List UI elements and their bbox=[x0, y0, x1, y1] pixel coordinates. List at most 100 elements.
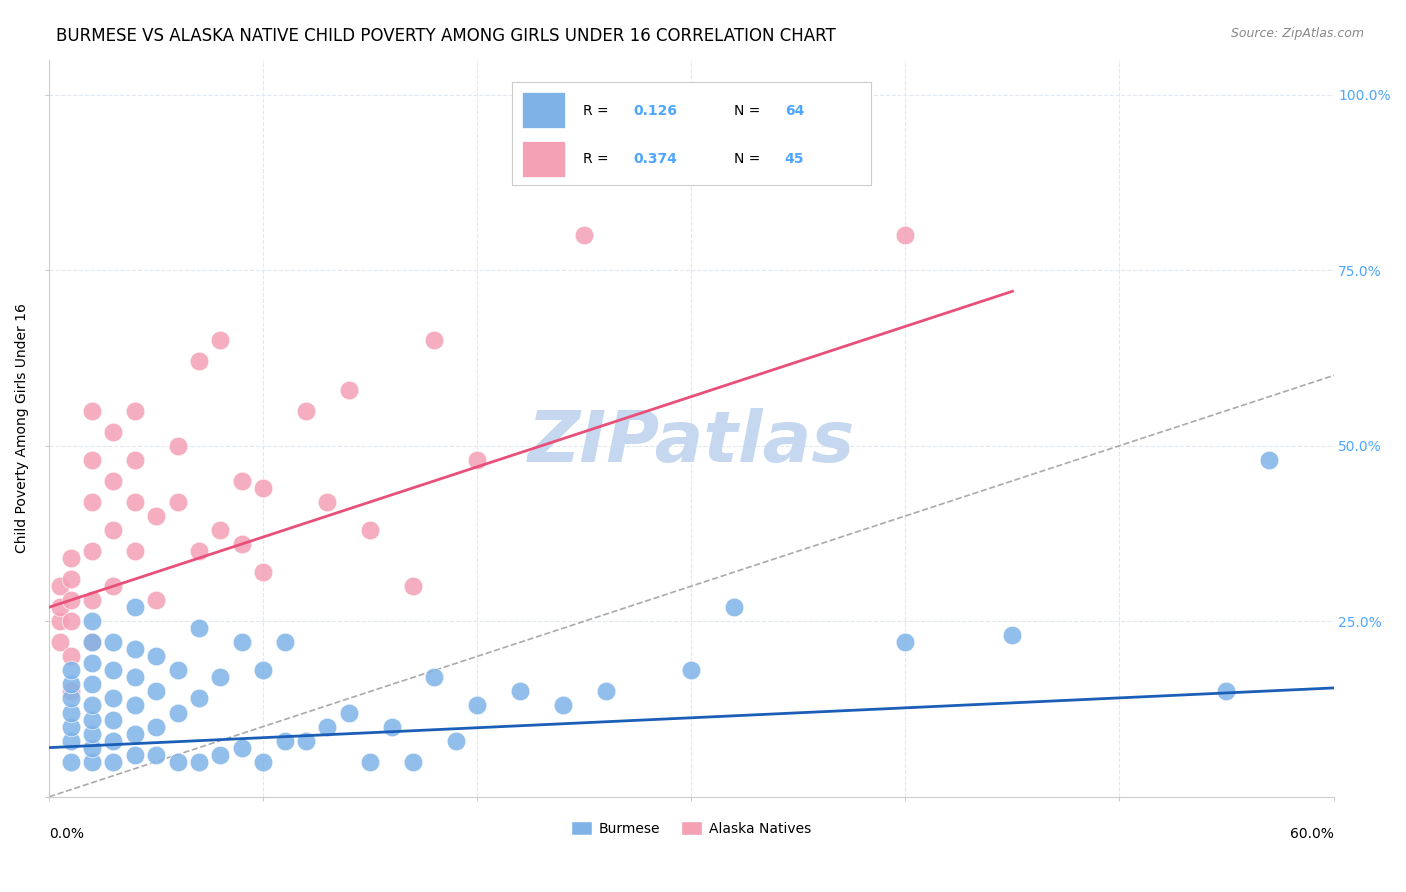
Point bbox=[59, 706, 82, 720]
Y-axis label: Child Poverty Among Girls Under 16: Child Poverty Among Girls Under 16 bbox=[15, 303, 30, 553]
Point bbox=[103, 474, 125, 488]
Point bbox=[551, 698, 574, 713]
Point bbox=[188, 354, 211, 368]
Point bbox=[59, 720, 82, 734]
Point bbox=[209, 670, 232, 684]
Point bbox=[295, 403, 318, 417]
Point bbox=[1001, 628, 1024, 642]
Point bbox=[231, 537, 253, 551]
Point bbox=[188, 544, 211, 558]
Point bbox=[145, 593, 167, 607]
Point bbox=[80, 677, 103, 691]
Point bbox=[59, 551, 82, 566]
Point bbox=[166, 706, 188, 720]
Text: Source: ZipAtlas.com: Source: ZipAtlas.com bbox=[1230, 27, 1364, 40]
Point bbox=[595, 684, 617, 698]
Point bbox=[423, 670, 446, 684]
Point bbox=[316, 720, 339, 734]
Point bbox=[681, 664, 703, 678]
Point bbox=[49, 600, 72, 615]
Point bbox=[80, 635, 103, 649]
Point bbox=[124, 452, 146, 467]
Point bbox=[231, 474, 253, 488]
Point bbox=[103, 523, 125, 537]
Point bbox=[124, 698, 146, 713]
Point bbox=[80, 593, 103, 607]
Point bbox=[80, 657, 103, 671]
Point bbox=[209, 523, 232, 537]
Point bbox=[49, 614, 72, 628]
Point bbox=[231, 740, 253, 755]
Point bbox=[574, 228, 596, 243]
Point bbox=[273, 635, 295, 649]
Point bbox=[59, 684, 82, 698]
Point bbox=[124, 747, 146, 762]
Point bbox=[103, 713, 125, 727]
Point bbox=[145, 720, 167, 734]
Point bbox=[124, 544, 146, 558]
Point bbox=[295, 733, 318, 747]
Point bbox=[80, 726, 103, 740]
Point bbox=[59, 733, 82, 747]
Point bbox=[59, 572, 82, 586]
Point bbox=[49, 579, 72, 593]
Point bbox=[188, 755, 211, 769]
Point bbox=[723, 600, 745, 615]
Point bbox=[103, 755, 125, 769]
Point bbox=[59, 691, 82, 706]
Point bbox=[80, 740, 103, 755]
Point bbox=[103, 691, 125, 706]
Point bbox=[166, 755, 188, 769]
Point bbox=[103, 425, 125, 439]
Point bbox=[209, 334, 232, 348]
Point bbox=[444, 733, 467, 747]
Point bbox=[252, 565, 274, 579]
Point bbox=[80, 698, 103, 713]
Point bbox=[124, 495, 146, 509]
Point bbox=[80, 635, 103, 649]
Point bbox=[273, 733, 295, 747]
Point bbox=[80, 495, 103, 509]
Point bbox=[80, 713, 103, 727]
Point bbox=[252, 755, 274, 769]
Point bbox=[49, 635, 72, 649]
Point bbox=[337, 383, 360, 397]
Point bbox=[59, 649, 82, 664]
Point bbox=[381, 720, 404, 734]
Point bbox=[1258, 452, 1281, 467]
Point bbox=[80, 755, 103, 769]
Point bbox=[465, 698, 488, 713]
Point bbox=[103, 635, 125, 649]
Point bbox=[145, 508, 167, 523]
Point bbox=[103, 733, 125, 747]
Point bbox=[103, 664, 125, 678]
Text: 60.0%: 60.0% bbox=[1289, 827, 1333, 841]
Point bbox=[316, 495, 339, 509]
Point bbox=[402, 579, 425, 593]
Point bbox=[103, 579, 125, 593]
Text: 0.0%: 0.0% bbox=[49, 827, 84, 841]
Text: BURMESE VS ALASKA NATIVE CHILD POVERTY AMONG GIRLS UNDER 16 CORRELATION CHART: BURMESE VS ALASKA NATIVE CHILD POVERTY A… bbox=[56, 27, 837, 45]
Point bbox=[124, 600, 146, 615]
Point bbox=[59, 664, 82, 678]
Point bbox=[231, 635, 253, 649]
Point bbox=[124, 726, 146, 740]
Point bbox=[145, 649, 167, 664]
Legend: Burmese, Alaska Natives: Burmese, Alaska Natives bbox=[565, 815, 817, 841]
Point bbox=[145, 684, 167, 698]
Point bbox=[59, 755, 82, 769]
Point bbox=[80, 614, 103, 628]
Point bbox=[894, 228, 917, 243]
Point bbox=[188, 621, 211, 635]
Point bbox=[80, 452, 103, 467]
Point bbox=[359, 755, 381, 769]
Point bbox=[124, 670, 146, 684]
Point bbox=[124, 642, 146, 657]
Point bbox=[337, 706, 360, 720]
Point bbox=[252, 481, 274, 495]
Point bbox=[894, 635, 917, 649]
Point bbox=[465, 452, 488, 467]
Point bbox=[166, 495, 188, 509]
Point bbox=[80, 544, 103, 558]
Point bbox=[359, 523, 381, 537]
